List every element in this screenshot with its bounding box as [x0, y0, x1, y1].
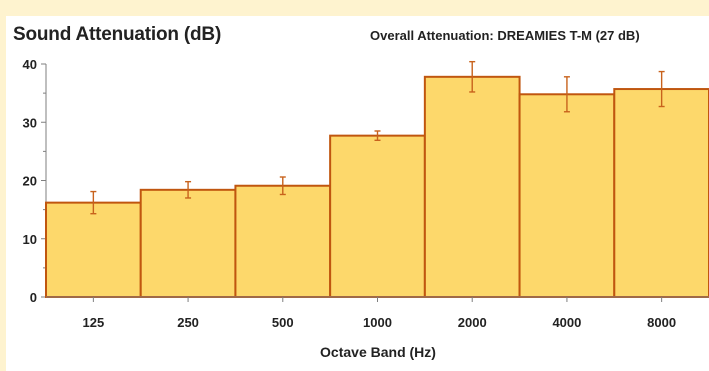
bar	[329, 134, 426, 298]
y-tick-label: 20	[23, 174, 37, 189]
y-tick-label: 40	[23, 57, 37, 72]
bar	[518, 93, 616, 299]
x-tick-label: 4000	[552, 315, 581, 330]
bar	[234, 184, 332, 298]
x-axis-title: Octave Band (Hz)	[320, 344, 436, 360]
x-tick-label: 2000	[458, 315, 487, 330]
bar	[423, 75, 521, 298]
bar	[139, 188, 237, 299]
overall-attenuation-label: Overall Attenuation: DREAMIES T-M (27 dB…	[370, 28, 640, 43]
x-tick-label: 500	[272, 315, 294, 330]
bar	[45, 201, 142, 298]
x-tick-label: 1000	[363, 315, 392, 330]
y-tick-label: 10	[23, 232, 37, 247]
y-tick-label: 30	[23, 115, 37, 130]
x-tick-label: 125	[83, 315, 105, 330]
y-tick-label: 0	[30, 290, 37, 305]
bar	[613, 88, 709, 298]
chart-title: Sound Attenuation (dB)	[13, 24, 222, 45]
x-tick-label: 8000	[647, 315, 676, 330]
x-tick-label: 250	[177, 315, 199, 330]
